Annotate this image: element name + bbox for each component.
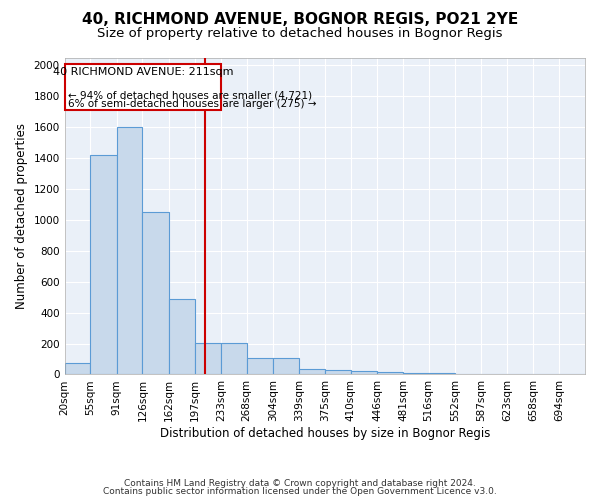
Text: Contains HM Land Registry data © Crown copyright and database right 2024.: Contains HM Land Registry data © Crown c… <box>124 478 476 488</box>
Bar <box>194 343 221 374</box>
Bar <box>299 369 325 374</box>
Bar <box>91 155 117 374</box>
Text: Contains public sector information licensed under the Open Government Licence v3: Contains public sector information licen… <box>103 487 497 496</box>
Bar <box>142 212 169 374</box>
Bar <box>117 127 142 374</box>
Bar <box>351 372 377 374</box>
Bar <box>169 298 194 374</box>
Bar <box>65 64 221 110</box>
Bar <box>377 372 403 374</box>
Bar <box>247 358 273 374</box>
Bar <box>273 358 299 374</box>
Text: 40 RICHMOND AVENUE: 211sqm: 40 RICHMOND AVENUE: 211sqm <box>53 67 233 77</box>
Bar <box>428 373 455 374</box>
Bar <box>325 370 351 374</box>
Bar <box>221 343 247 374</box>
Text: Size of property relative to detached houses in Bognor Regis: Size of property relative to detached ho… <box>97 28 503 40</box>
Bar <box>65 363 91 374</box>
Text: 40, RICHMOND AVENUE, BOGNOR REGIS, PO21 2YE: 40, RICHMOND AVENUE, BOGNOR REGIS, PO21 … <box>82 12 518 28</box>
Text: 6% of semi-detached houses are larger (275) →: 6% of semi-detached houses are larger (2… <box>68 98 316 108</box>
Text: ← 94% of detached houses are smaller (4,721): ← 94% of detached houses are smaller (4,… <box>68 91 312 101</box>
X-axis label: Distribution of detached houses by size in Bognor Regis: Distribution of detached houses by size … <box>160 427 490 440</box>
Bar <box>403 373 428 374</box>
Y-axis label: Number of detached properties: Number of detached properties <box>15 123 28 309</box>
